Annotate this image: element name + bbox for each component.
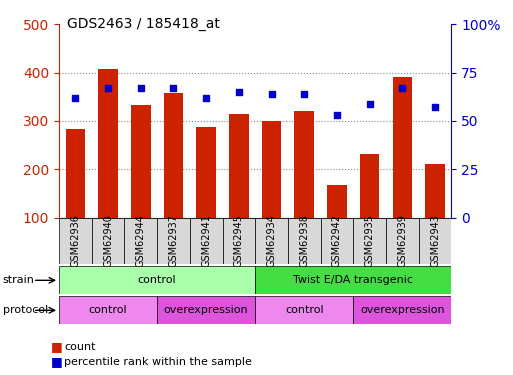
Bar xyxy=(59,266,255,294)
Point xyxy=(136,85,145,91)
Text: GSM62943: GSM62943 xyxy=(430,214,440,267)
Bar xyxy=(419,217,451,264)
Text: GSM62938: GSM62938 xyxy=(299,214,309,267)
Point xyxy=(431,104,439,110)
Text: control: control xyxy=(285,305,324,315)
Bar xyxy=(360,154,380,218)
Text: GSM62937: GSM62937 xyxy=(168,214,179,267)
Text: overexpression: overexpression xyxy=(164,305,248,315)
Bar xyxy=(425,164,445,218)
Bar xyxy=(98,69,118,218)
Text: control: control xyxy=(89,305,127,315)
Text: GSM62935: GSM62935 xyxy=(365,214,374,267)
Text: strain: strain xyxy=(3,275,34,285)
Text: GDS2463 / 185418_at: GDS2463 / 185418_at xyxy=(67,17,220,31)
Point xyxy=(169,85,177,91)
Bar xyxy=(59,296,157,324)
Bar xyxy=(321,217,353,264)
Bar xyxy=(255,217,288,264)
Bar xyxy=(196,127,216,218)
Text: GSM62934: GSM62934 xyxy=(267,214,277,267)
Bar xyxy=(157,217,190,264)
Point xyxy=(71,95,80,101)
Text: GSM62936: GSM62936 xyxy=(70,214,81,267)
Bar xyxy=(262,121,281,218)
Text: GSM62944: GSM62944 xyxy=(136,214,146,267)
Text: overexpression: overexpression xyxy=(360,305,445,315)
Text: Twist E/DA transgenic: Twist E/DA transgenic xyxy=(293,275,413,285)
Text: count: count xyxy=(64,342,95,352)
Bar xyxy=(164,93,183,218)
Point xyxy=(366,100,374,106)
Bar xyxy=(288,217,321,264)
Bar xyxy=(392,78,412,218)
Text: protocol: protocol xyxy=(3,305,48,315)
Bar xyxy=(353,296,451,324)
Bar xyxy=(92,217,125,264)
Bar xyxy=(229,114,249,218)
Point xyxy=(235,89,243,95)
Point xyxy=(300,91,308,97)
Bar xyxy=(386,217,419,264)
Bar xyxy=(59,217,92,264)
Text: GSM62945: GSM62945 xyxy=(234,214,244,267)
Text: GSM62939: GSM62939 xyxy=(398,214,407,267)
Point xyxy=(267,91,275,97)
Point xyxy=(398,85,406,91)
Text: GSM62942: GSM62942 xyxy=(332,214,342,267)
Bar xyxy=(255,266,451,294)
Text: ■: ■ xyxy=(51,356,63,368)
Text: percentile rank within the sample: percentile rank within the sample xyxy=(64,357,252,367)
Bar xyxy=(124,217,157,264)
Bar xyxy=(294,111,314,218)
Point xyxy=(202,95,210,101)
Bar xyxy=(190,217,223,264)
Point xyxy=(333,112,341,118)
Bar xyxy=(327,184,347,218)
Bar xyxy=(157,296,255,324)
Bar xyxy=(223,217,255,264)
Text: ■: ■ xyxy=(51,340,63,353)
Point xyxy=(104,85,112,91)
Text: control: control xyxy=(138,275,176,285)
Bar xyxy=(353,217,386,264)
Bar xyxy=(131,105,150,218)
Text: GSM62941: GSM62941 xyxy=(201,214,211,267)
Bar xyxy=(66,129,85,218)
Text: GSM62940: GSM62940 xyxy=(103,214,113,267)
Bar xyxy=(255,296,353,324)
